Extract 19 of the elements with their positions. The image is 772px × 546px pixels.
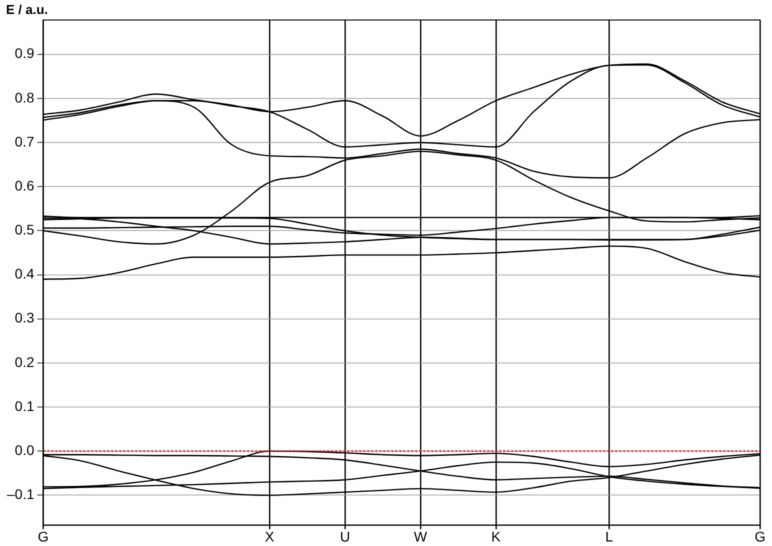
y-tick-label: 0.6 xyxy=(14,177,34,194)
x-tick-label: U xyxy=(340,528,350,544)
x-tick-label: W xyxy=(414,528,428,544)
y-tick-label: 0.2 xyxy=(14,354,34,370)
y-tick-label: 0.0 xyxy=(14,442,34,458)
y-tick-label: 0.8 xyxy=(14,89,34,106)
x-tick-label: G xyxy=(754,528,766,544)
y-tick-label: 0.5 xyxy=(14,222,34,238)
y-tick-label: 0.1 xyxy=(14,398,34,414)
y-tick-label: 0.9 xyxy=(14,45,34,62)
y-tick-label: –0.1 xyxy=(7,486,34,502)
y-tick-label: 0.4 xyxy=(14,266,34,282)
x-tick-label: K xyxy=(491,528,502,544)
y-tick-label: 0.7 xyxy=(14,133,34,150)
x-tick-label: X xyxy=(264,528,275,544)
y-axis-title: E / a.u. xyxy=(6,2,48,17)
y-tick-label: 0.3 xyxy=(14,310,34,326)
x-tick-label: G xyxy=(38,528,49,544)
x-tick-label: L xyxy=(605,528,614,544)
